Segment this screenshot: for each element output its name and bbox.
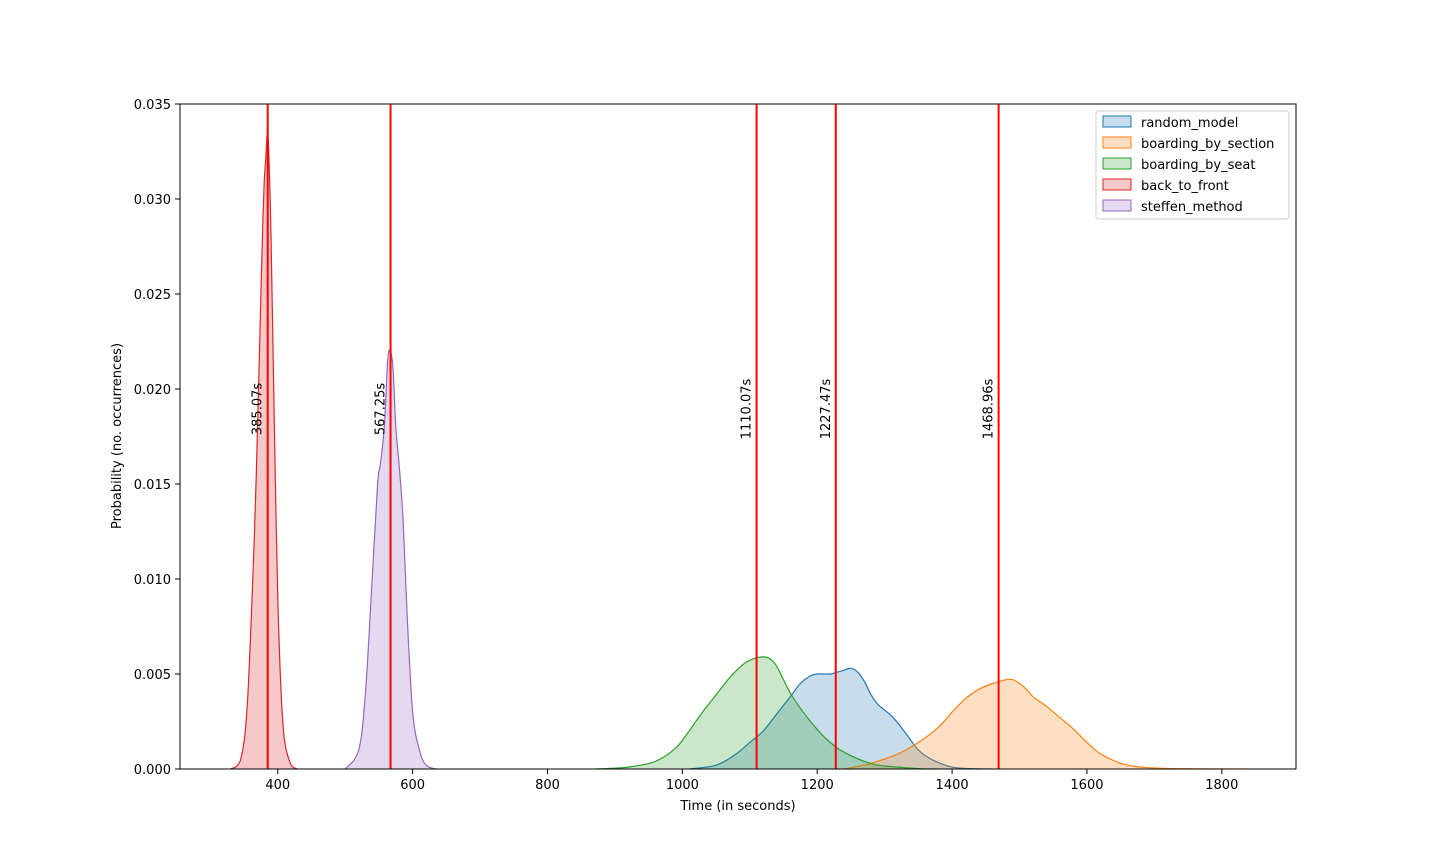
legend-label-steffen-method: steffen_method — [1141, 200, 1243, 215]
legend-label-random-model: random_model — [1141, 116, 1238, 131]
y-tick-label: 0.000 — [134, 763, 171, 778]
y-axis-label: Probability (no. occurrences) — [110, 343, 125, 529]
legend-swatch-boarding-by-seat — [1102, 157, 1132, 170]
x-tick-label: 1400 — [936, 778, 969, 793]
y-tick-label: 0.010 — [134, 573, 171, 588]
mean-line-label: 1227.47s — [819, 379, 834, 440]
area-boarding-by-seat — [594, 656, 939, 769]
legend-label-back-to-front: back_to_front — [1141, 179, 1229, 194]
area-random-model — [689, 668, 993, 769]
y-tick-label: 0.035 — [134, 98, 171, 113]
x-axis-label: Time (in seconds) — [679, 799, 795, 814]
x-tick-label: 800 — [535, 778, 560, 793]
y-tick-label: 0.025 — [134, 288, 171, 303]
x-tick-label: 1000 — [666, 778, 699, 793]
area-back-to-front — [230, 134, 299, 769]
y-axis-ticks: 0.000 0.005 0.010 0.015 0.020 0.025 0.030 0.035 — [134, 98, 180, 778]
y-tick-label: 0.015 — [134, 478, 171, 493]
y-tick-label: 0.030 — [134, 193, 171, 208]
mean-lines — [266, 104, 1000, 769]
mean-line-label: 1110.07s — [740, 379, 755, 440]
mean-line-label: 1468.96s — [982, 379, 997, 440]
curve-boarding-by-section — [844, 678, 1249, 769]
legend-frame — [1095, 110, 1290, 220]
plot-frame — [179, 103, 1297, 770]
y-tick-label: 0.020 — [134, 383, 171, 398]
legend-label-boarding-by-seat: boarding_by_seat — [1141, 158, 1255, 173]
curve-random-model — [689, 667, 993, 769]
x-tick-label: 1200 — [801, 778, 834, 793]
mean-line-labels: 385.07s 567.25s 1110.07s 1227.47s 1468.96s — [251, 379, 997, 440]
legend-swatch-steffen-method — [1102, 199, 1132, 212]
x-tick-label: 600 — [400, 778, 425, 793]
legend-swatch-boarding-by-section — [1102, 136, 1132, 149]
mean-line-label: 385.07s — [251, 383, 266, 435]
curve-boarding-by-seat — [594, 656, 939, 769]
legend-swatch-random-model — [1102, 115, 1132, 128]
mean-line-label: 567.25s — [374, 383, 389, 435]
y-tick-label: 0.005 — [134, 668, 171, 683]
legend-label-boarding-by-section: boarding_by_section — [1141, 137, 1274, 152]
x-tick-label: 400 — [265, 778, 290, 793]
legend-swatch-back-to-front — [1102, 178, 1132, 191]
legend: random_model boarding_by_section boarding_… — [1095, 110, 1290, 220]
x-axis-ticks: 400 600 800 1000 1200 1400 1600 1800 — [265, 769, 1238, 793]
x-tick-label: 1600 — [1070, 778, 1103, 793]
x-tick-label: 1800 — [1205, 778, 1238, 793]
area-boarding-by-section — [844, 679, 1249, 769]
